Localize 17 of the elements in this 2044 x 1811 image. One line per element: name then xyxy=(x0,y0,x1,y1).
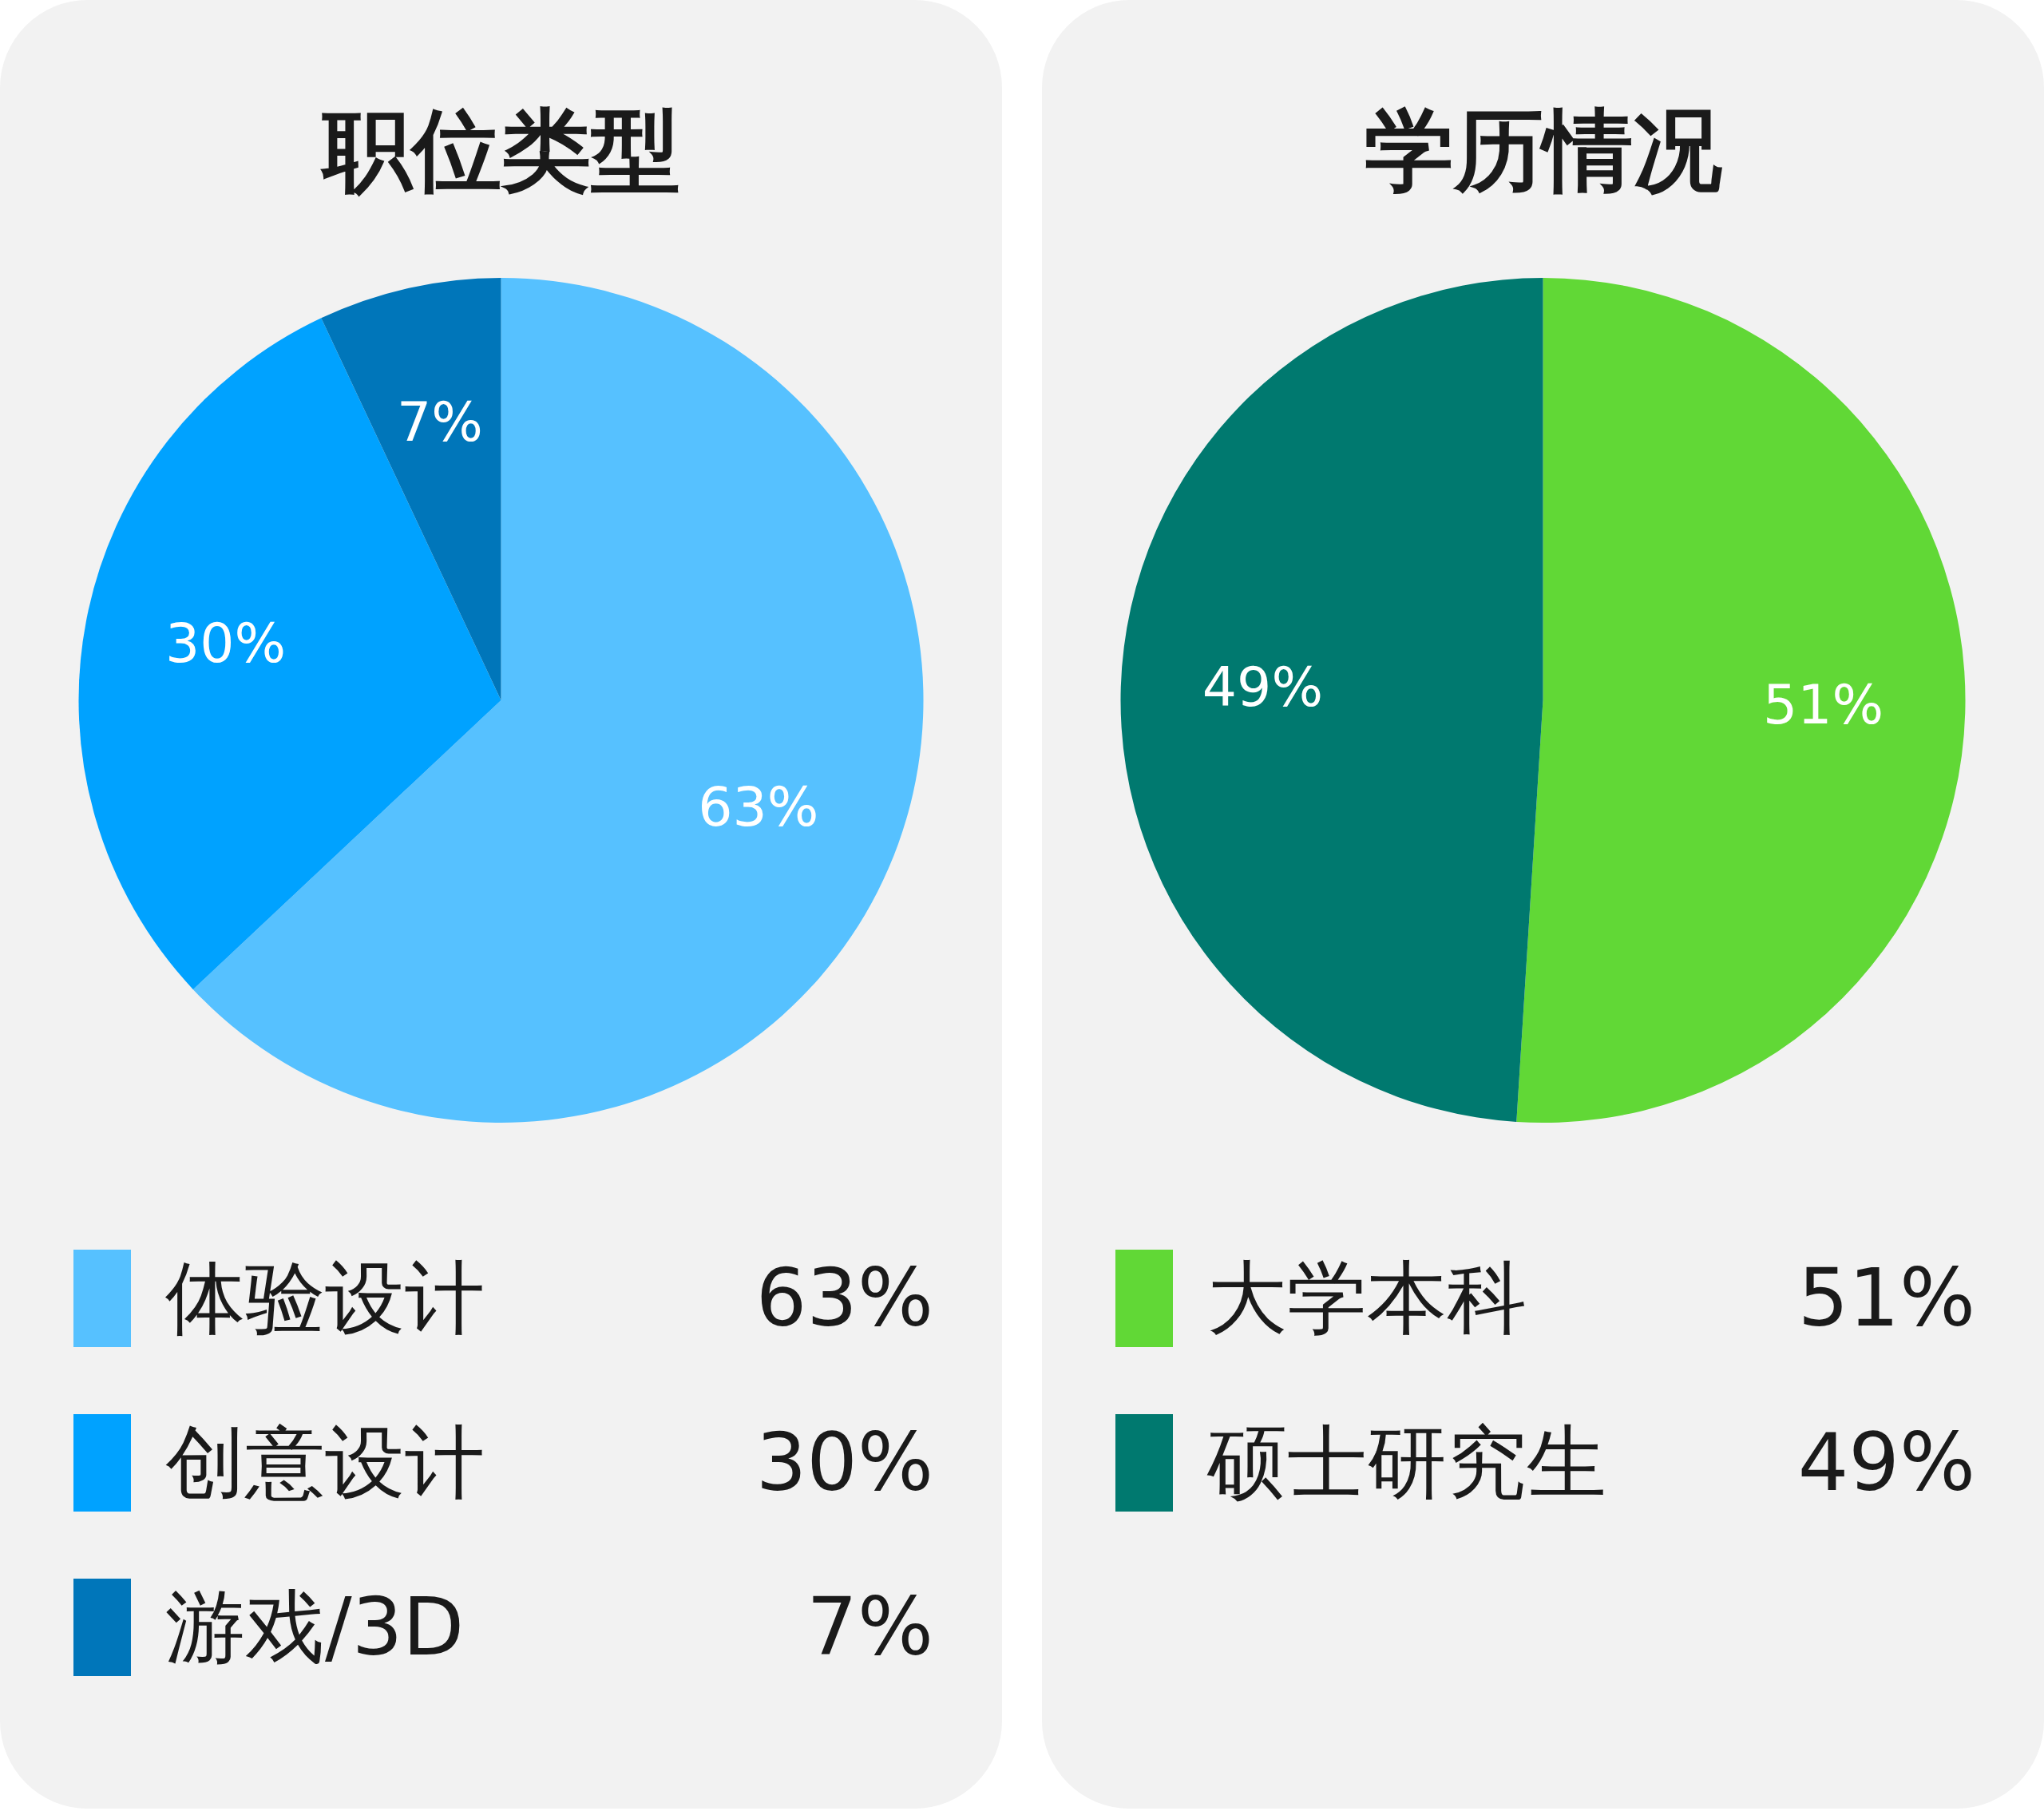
data-label: 49% xyxy=(1202,655,1323,719)
text: 51% xyxy=(1797,1251,1975,1345)
text: 30% xyxy=(755,1416,933,1509)
legend-label: 创意设计 xyxy=(165,1415,485,1511)
text: 49% xyxy=(1797,1416,1975,1509)
legend-label: 游戏/3D xyxy=(165,1579,465,1675)
data-label: 7% xyxy=(396,390,483,454)
legend-label: 体验设计 xyxy=(165,1250,485,1346)
data-label: 30% xyxy=(164,611,287,675)
chart-title: 学历情况 xyxy=(1363,97,1723,204)
text: 63% xyxy=(755,1251,933,1345)
legend-label: 大学本科 xyxy=(1207,1250,1527,1346)
text: 7% xyxy=(806,1580,933,1674)
chart-title: 职位类型 xyxy=(319,97,681,204)
data-label: 51% xyxy=(1763,672,1884,736)
data-label: 63% xyxy=(698,775,819,839)
legend-label: 硕士研究生 xyxy=(1207,1415,1606,1511)
